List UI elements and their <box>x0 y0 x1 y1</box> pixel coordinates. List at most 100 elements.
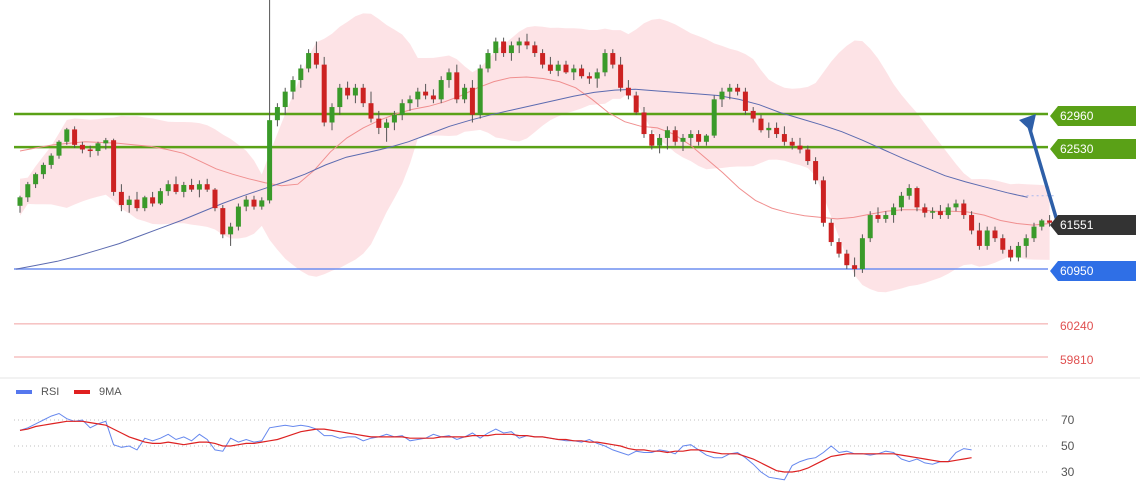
candle-body <box>415 91 421 100</box>
level-label-59810: 59810 <box>1060 353 1094 367</box>
candle-body <box>87 149 93 152</box>
candle-body <box>508 45 514 54</box>
candle-body <box>555 64 561 71</box>
ma-slow-line <box>15 88 1028 270</box>
candle-body <box>17 197 23 206</box>
candle-body <box>25 184 31 198</box>
candle-body <box>493 41 499 54</box>
candle-body <box>859 238 865 270</box>
candle-body <box>64 129 70 142</box>
candle-body <box>898 195 904 208</box>
candle-body <box>891 207 897 216</box>
candle-body <box>875 215 881 219</box>
candle-body <box>321 64 327 123</box>
candle-body <box>438 80 444 100</box>
candle-body <box>696 134 702 142</box>
level-tag-62960: 62960 <box>1050 106 1136 126</box>
candle-body <box>165 184 171 192</box>
candle-body <box>953 203 959 208</box>
candle-body <box>633 95 639 113</box>
candle-body <box>501 41 507 54</box>
candle-body <box>711 99 717 136</box>
candle-body <box>423 91 429 96</box>
candle-body <box>462 87 468 100</box>
candle-body <box>228 226 234 235</box>
candle-body <box>1023 238 1029 246</box>
candle-body <box>742 91 748 111</box>
candle-body <box>540 53 546 65</box>
level-tag-61551: 61551 <box>1050 215 1136 235</box>
candle-body <box>274 107 280 121</box>
candle-body <box>259 200 265 207</box>
candle-body <box>735 87 741 92</box>
candle-body <box>914 188 920 208</box>
candle-body <box>345 87 351 96</box>
candle-body <box>563 64 569 73</box>
candle-body <box>243 199 249 207</box>
candle-body <box>618 64 624 88</box>
candle-body <box>189 184 195 190</box>
rsi-tick-30: 30 <box>1061 465 1075 479</box>
candle-body <box>446 72 452 81</box>
candle-body <box>181 184 187 192</box>
candle-body <box>961 203 967 216</box>
candle-body <box>649 134 655 146</box>
candle-body <box>196 184 202 190</box>
candle-body <box>384 122 390 128</box>
candle-body <box>937 211 943 216</box>
candle-body <box>407 99 413 104</box>
candle-body <box>664 130 670 138</box>
candle-body <box>33 174 39 185</box>
candle-body <box>126 199 132 206</box>
candle-body <box>867 215 873 239</box>
candle-body <box>430 95 436 100</box>
candle-body <box>399 103 405 115</box>
candle-body <box>391 114 397 123</box>
candle-body <box>657 137 663 146</box>
candle-body <box>376 118 382 128</box>
legend-rsi-swatch <box>16 390 32 394</box>
candle-body <box>79 144 85 150</box>
legend-9ma-swatch <box>74 390 90 394</box>
candle-body <box>298 68 304 81</box>
candle-body <box>352 87 358 96</box>
candle-body <box>930 211 936 213</box>
candle-body <box>290 80 296 92</box>
candle-body <box>532 45 538 54</box>
candle-body <box>157 191 163 204</box>
candle-body <box>1039 220 1045 227</box>
candle-body <box>306 53 312 69</box>
candle-body <box>282 91 288 108</box>
candle-body <box>602 53 608 73</box>
candle-body <box>969 215 975 231</box>
forecast-arrow-head <box>1019 114 1036 132</box>
candle-body <box>40 164 46 175</box>
candle-body <box>750 110 756 119</box>
candle-body <box>1000 238 1006 250</box>
candle-body <box>836 242 842 254</box>
candle-body <box>524 41 530 46</box>
candle-body <box>1015 245 1021 258</box>
legend-rsi: RSI <box>16 386 59 398</box>
candle-body <box>586 76 592 79</box>
candle-body <box>805 149 811 162</box>
candle-body <box>828 222 834 243</box>
candle-body <box>56 141 62 156</box>
rsi-series-rsi <box>19 412 972 481</box>
candle-body <box>625 87 631 96</box>
candle-body <box>813 161 819 181</box>
rsi-tick-50: 50 <box>1061 439 1075 453</box>
candle-body <box>329 107 335 123</box>
candlestick-layer <box>17 0 1053 277</box>
candle-body <box>251 199 257 207</box>
candle-body <box>680 137 686 142</box>
bollinger-band-layer <box>20 13 1050 293</box>
candle-body <box>313 53 319 65</box>
candle-body <box>992 230 998 239</box>
level-tag-62530: 62530 <box>1050 139 1136 159</box>
candle-body <box>72 129 78 145</box>
candle-body <box>641 112 647 135</box>
candle-body <box>758 118 764 131</box>
candle-body <box>852 265 858 270</box>
